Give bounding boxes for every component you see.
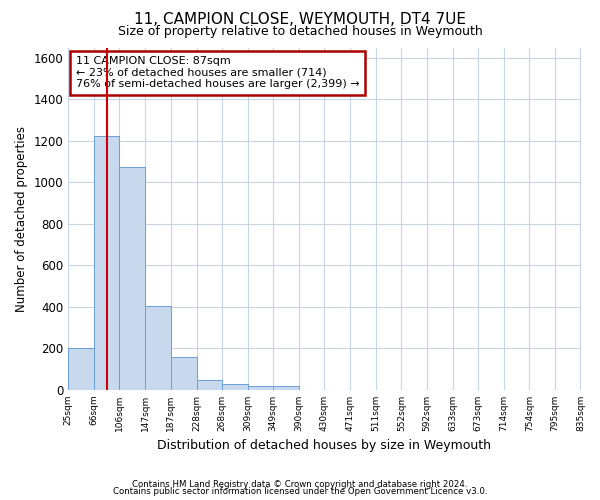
Bar	[145, 306, 170, 390]
X-axis label: Distribution of detached houses by size in Weymouth: Distribution of detached houses by size …	[157, 440, 491, 452]
Bar	[197, 380, 222, 390]
Bar	[119, 167, 145, 390]
Bar	[170, 356, 197, 390]
Text: Contains public sector information licensed under the Open Government Licence v3: Contains public sector information licen…	[113, 488, 487, 496]
Bar	[68, 348, 94, 390]
Text: Contains HM Land Registry data © Crown copyright and database right 2024.: Contains HM Land Registry data © Crown c…	[132, 480, 468, 489]
Text: 11, CAMPION CLOSE, WEYMOUTH, DT4 7UE: 11, CAMPION CLOSE, WEYMOUTH, DT4 7UE	[134, 12, 466, 28]
Bar	[273, 386, 299, 390]
Text: 11 CAMPION CLOSE: 87sqm
← 23% of detached houses are smaller (714)
76% of semi-d: 11 CAMPION CLOSE: 87sqm ← 23% of detache…	[76, 56, 359, 90]
Bar	[248, 386, 273, 390]
Text: Size of property relative to detached houses in Weymouth: Size of property relative to detached ho…	[118, 25, 482, 38]
Bar	[94, 136, 119, 390]
Y-axis label: Number of detached properties: Number of detached properties	[15, 126, 28, 312]
Bar	[222, 384, 248, 390]
